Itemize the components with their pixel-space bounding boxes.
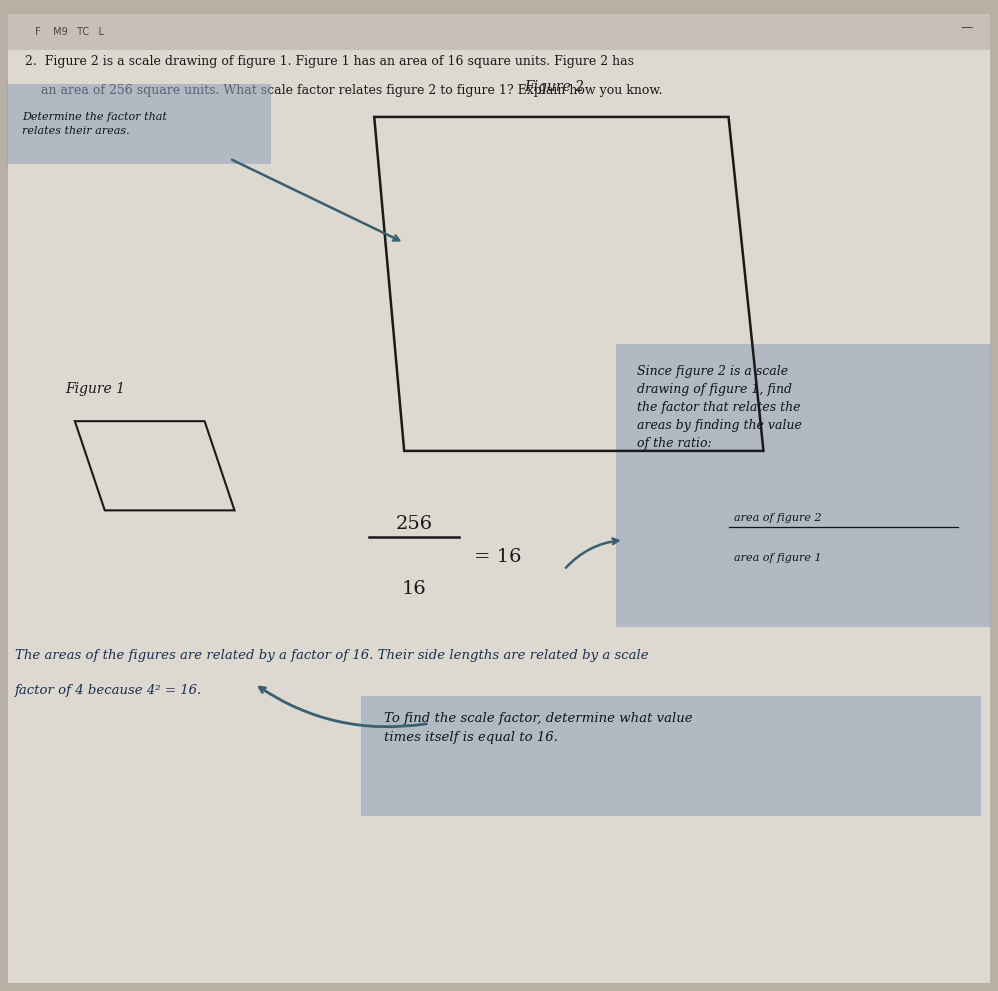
Text: Since figure 2 is a scale
drawing of figure 1, find
the factor that relates the
: Since figure 2 is a scale drawing of fig…	[637, 365, 801, 450]
Text: area of figure 2: area of figure 2	[734, 513, 821, 523]
Text: Determine the factor that
relates their areas.: Determine the factor that relates their …	[22, 112, 167, 136]
Text: To find the scale factor, determine what value
times itself is equal to 16.: To find the scale factor, determine what…	[384, 712, 693, 743]
Text: Figure 2: Figure 2	[524, 80, 584, 94]
FancyBboxPatch shape	[8, 14, 990, 983]
Text: an area of 256 square units. What scale factor relates figure 2 to figure 1? Exp: an area of 256 square units. What scale …	[25, 84, 663, 97]
Text: 16: 16	[402, 580, 426, 598]
Text: The areas of the figures are related by a factor of 16. Their side lengths are r: The areas of the figures are related by …	[15, 649, 649, 662]
Text: Figure 1: Figure 1	[65, 383, 125, 396]
Text: —: —	[960, 21, 973, 35]
FancyBboxPatch shape	[616, 344, 991, 627]
Text: = 16: = 16	[474, 548, 522, 566]
Text: 256: 256	[395, 515, 433, 533]
FancyBboxPatch shape	[7, 84, 271, 164]
FancyBboxPatch shape	[361, 696, 981, 816]
Text: F    M9   TC   L: F M9 TC L	[35, 27, 104, 37]
FancyBboxPatch shape	[8, 14, 990, 50]
Text: 2.  Figure 2 is a scale drawing of figure 1. Figure 1 has an area of 16 square u: 2. Figure 2 is a scale drawing of figure…	[25, 55, 634, 67]
Text: factor of 4 because 4² = 16.: factor of 4 because 4² = 16.	[15, 684, 203, 697]
Text: area of figure 1: area of figure 1	[734, 553, 821, 563]
